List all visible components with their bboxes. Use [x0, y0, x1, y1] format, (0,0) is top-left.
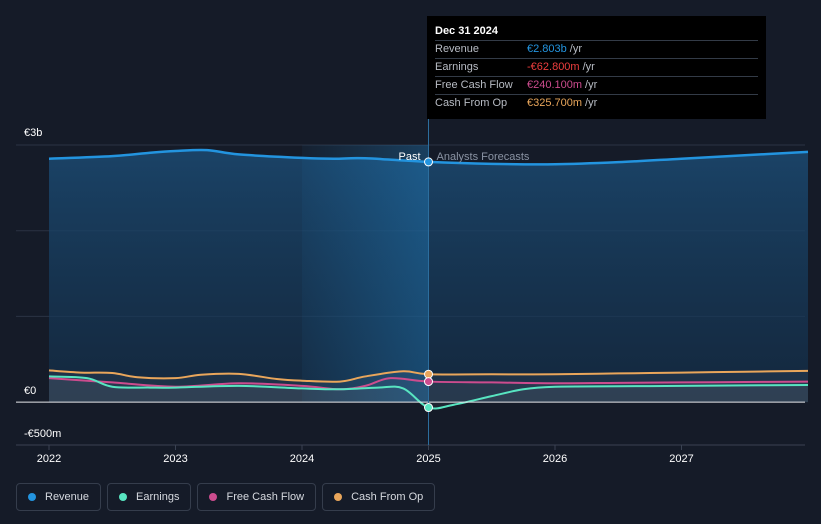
- y-axis-label: -€500m: [24, 428, 61, 440]
- x-axis-label: 2025: [416, 453, 440, 465]
- cfo-marker: [424, 369, 433, 379]
- legend-dot-icon: [334, 493, 343, 501]
- tooltip-date: Dec 31 2024: [435, 25, 498, 37]
- earnings-area: [49, 376, 808, 409]
- forecast-label: Analysts Forecasts: [437, 151, 530, 163]
- x-axis-label: 2022: [37, 453, 61, 465]
- y-axis-label: €0: [24, 385, 36, 397]
- tooltip-row-fcf: Free Cash Flow €240.100m /yr: [435, 76, 758, 94]
- tooltip-value: €325.700m: [527, 97, 583, 109]
- tooltip-row-cfo: Cash From Op €325.700m /yr: [435, 94, 758, 112]
- x-axis-label: 2024: [290, 453, 314, 465]
- tooltip-value: €240.100m: [527, 79, 583, 91]
- tooltip-label: Revenue: [435, 43, 480, 55]
- tooltip-unit: /yr: [585, 97, 598, 109]
- tooltip-row-earnings: Earnings -€62.800m /yr: [435, 58, 758, 76]
- tooltip-row-revenue: Revenue €2.803b /yr: [435, 40, 758, 58]
- fcf-marker: [424, 377, 433, 387]
- legend-dot-icon: [209, 493, 218, 501]
- past-year-highlight: [302, 145, 429, 403]
- legend-dot-icon: [28, 493, 36, 501]
- past-label: Past: [398, 151, 420, 163]
- tooltip-unit: /yr: [585, 79, 598, 91]
- tooltip-label: Cash From Op: [435, 97, 508, 109]
- x-axis-label: 2026: [543, 453, 567, 465]
- x-axis-label: 2023: [163, 453, 187, 465]
- tooltip-unit: /yr: [569, 43, 582, 55]
- revenue-line: [48, 148, 809, 166]
- x-axis-label: 2027: [669, 453, 693, 465]
- legend: Revenue Earnings Free Cash Flow Cash Fro…: [16, 483, 436, 511]
- legend-dot-icon: [119, 493, 128, 501]
- legend-item-cash-from-op[interactable]: Cash From Op: [322, 483, 436, 511]
- legend-item-free-cash-flow[interactable]: Free Cash Flow: [197, 483, 317, 511]
- legend-label: Free Cash Flow: [226, 491, 305, 503]
- tooltip-label: Earnings: [435, 61, 479, 73]
- y-axis-label: €3b: [24, 127, 42, 139]
- earnings-marker: [424, 403, 433, 413]
- legend-label: Earnings: [136, 491, 180, 503]
- legend-item-revenue[interactable]: Revenue: [16, 483, 102, 511]
- revenue-marker: [424, 157, 433, 167]
- tooltip-value: €2.803b: [527, 43, 567, 55]
- tooltip: Dec 31 2024 Revenue €2.803b /yr Earnings…: [427, 16, 766, 119]
- legend-label: Revenue: [45, 491, 90, 503]
- cfo-line: [48, 369, 809, 383]
- legend-item-earnings[interactable]: Earnings: [107, 483, 192, 511]
- earnings-line: [48, 375, 809, 410]
- tooltip-value: -€62.800m: [527, 61, 580, 73]
- tooltip-unit: /yr: [582, 61, 595, 73]
- legend-label: Cash From Op: [351, 491, 424, 503]
- tooltip-label: Free Cash Flow: [435, 79, 513, 91]
